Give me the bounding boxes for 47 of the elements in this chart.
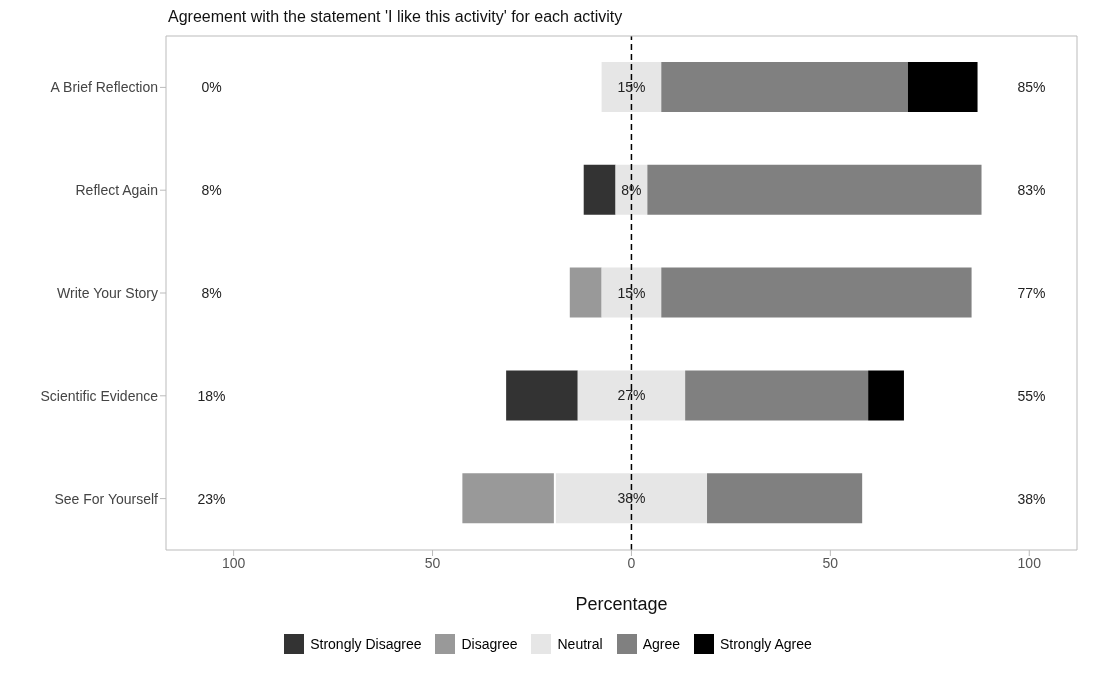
data-label: 8% xyxy=(621,181,642,198)
y-tick-label: Write Your Story xyxy=(57,284,158,301)
data-label: 15% xyxy=(617,284,646,301)
bar xyxy=(601,267,662,318)
annotation: 23% xyxy=(197,490,226,507)
bar xyxy=(583,164,616,215)
data-label: 27% xyxy=(617,387,646,404)
bar xyxy=(907,62,978,112)
bar xyxy=(661,267,972,318)
annotation: 8% xyxy=(201,284,222,301)
legend-label: Disagree xyxy=(461,636,518,652)
x-tick-label: 0 xyxy=(627,554,636,571)
annotation: 0% xyxy=(201,79,222,96)
bar xyxy=(868,370,904,421)
annotation: 77% xyxy=(1017,284,1046,301)
x-tick-label: 100 xyxy=(1017,554,1042,571)
legend-label: Strongly Disagree xyxy=(310,636,422,652)
x-tick-label: 100 xyxy=(221,554,246,571)
legend-label: Strongly Agree xyxy=(719,636,812,652)
y-tick-label: Scientific Evidence xyxy=(40,387,159,404)
chart-title: Agreement with the statement 'I like this activity' for each activity xyxy=(168,8,624,26)
bar xyxy=(707,473,863,524)
x-tick-label: 50 xyxy=(424,554,441,571)
bar xyxy=(601,62,662,112)
annotation: 38% xyxy=(1017,490,1046,507)
annotation: 85% xyxy=(1017,79,1046,96)
bar xyxy=(462,473,554,524)
legend-label: Neutral xyxy=(557,636,603,652)
data-label: 38% xyxy=(617,490,646,507)
bar xyxy=(506,370,578,421)
annotation: 8% xyxy=(201,182,222,199)
bar xyxy=(555,473,708,524)
annotation: 83% xyxy=(1017,182,1046,199)
y-tick-label: See For Yourself xyxy=(54,490,159,507)
bar xyxy=(569,267,602,318)
bar xyxy=(661,62,908,112)
annotation: 55% xyxy=(1017,387,1046,404)
annotation: 18% xyxy=(197,387,226,404)
y-tick-label: Reflect Again xyxy=(75,182,158,199)
bar xyxy=(685,370,869,421)
data-label: 15% xyxy=(617,79,646,95)
bar xyxy=(577,370,686,421)
bar xyxy=(647,164,982,215)
x-tick-label: 50 xyxy=(822,554,839,571)
y-tick-label: A Brief Reflection xyxy=(50,79,158,96)
x-axis-title: Percentage xyxy=(575,594,668,614)
legend-label: Agree xyxy=(642,636,680,652)
